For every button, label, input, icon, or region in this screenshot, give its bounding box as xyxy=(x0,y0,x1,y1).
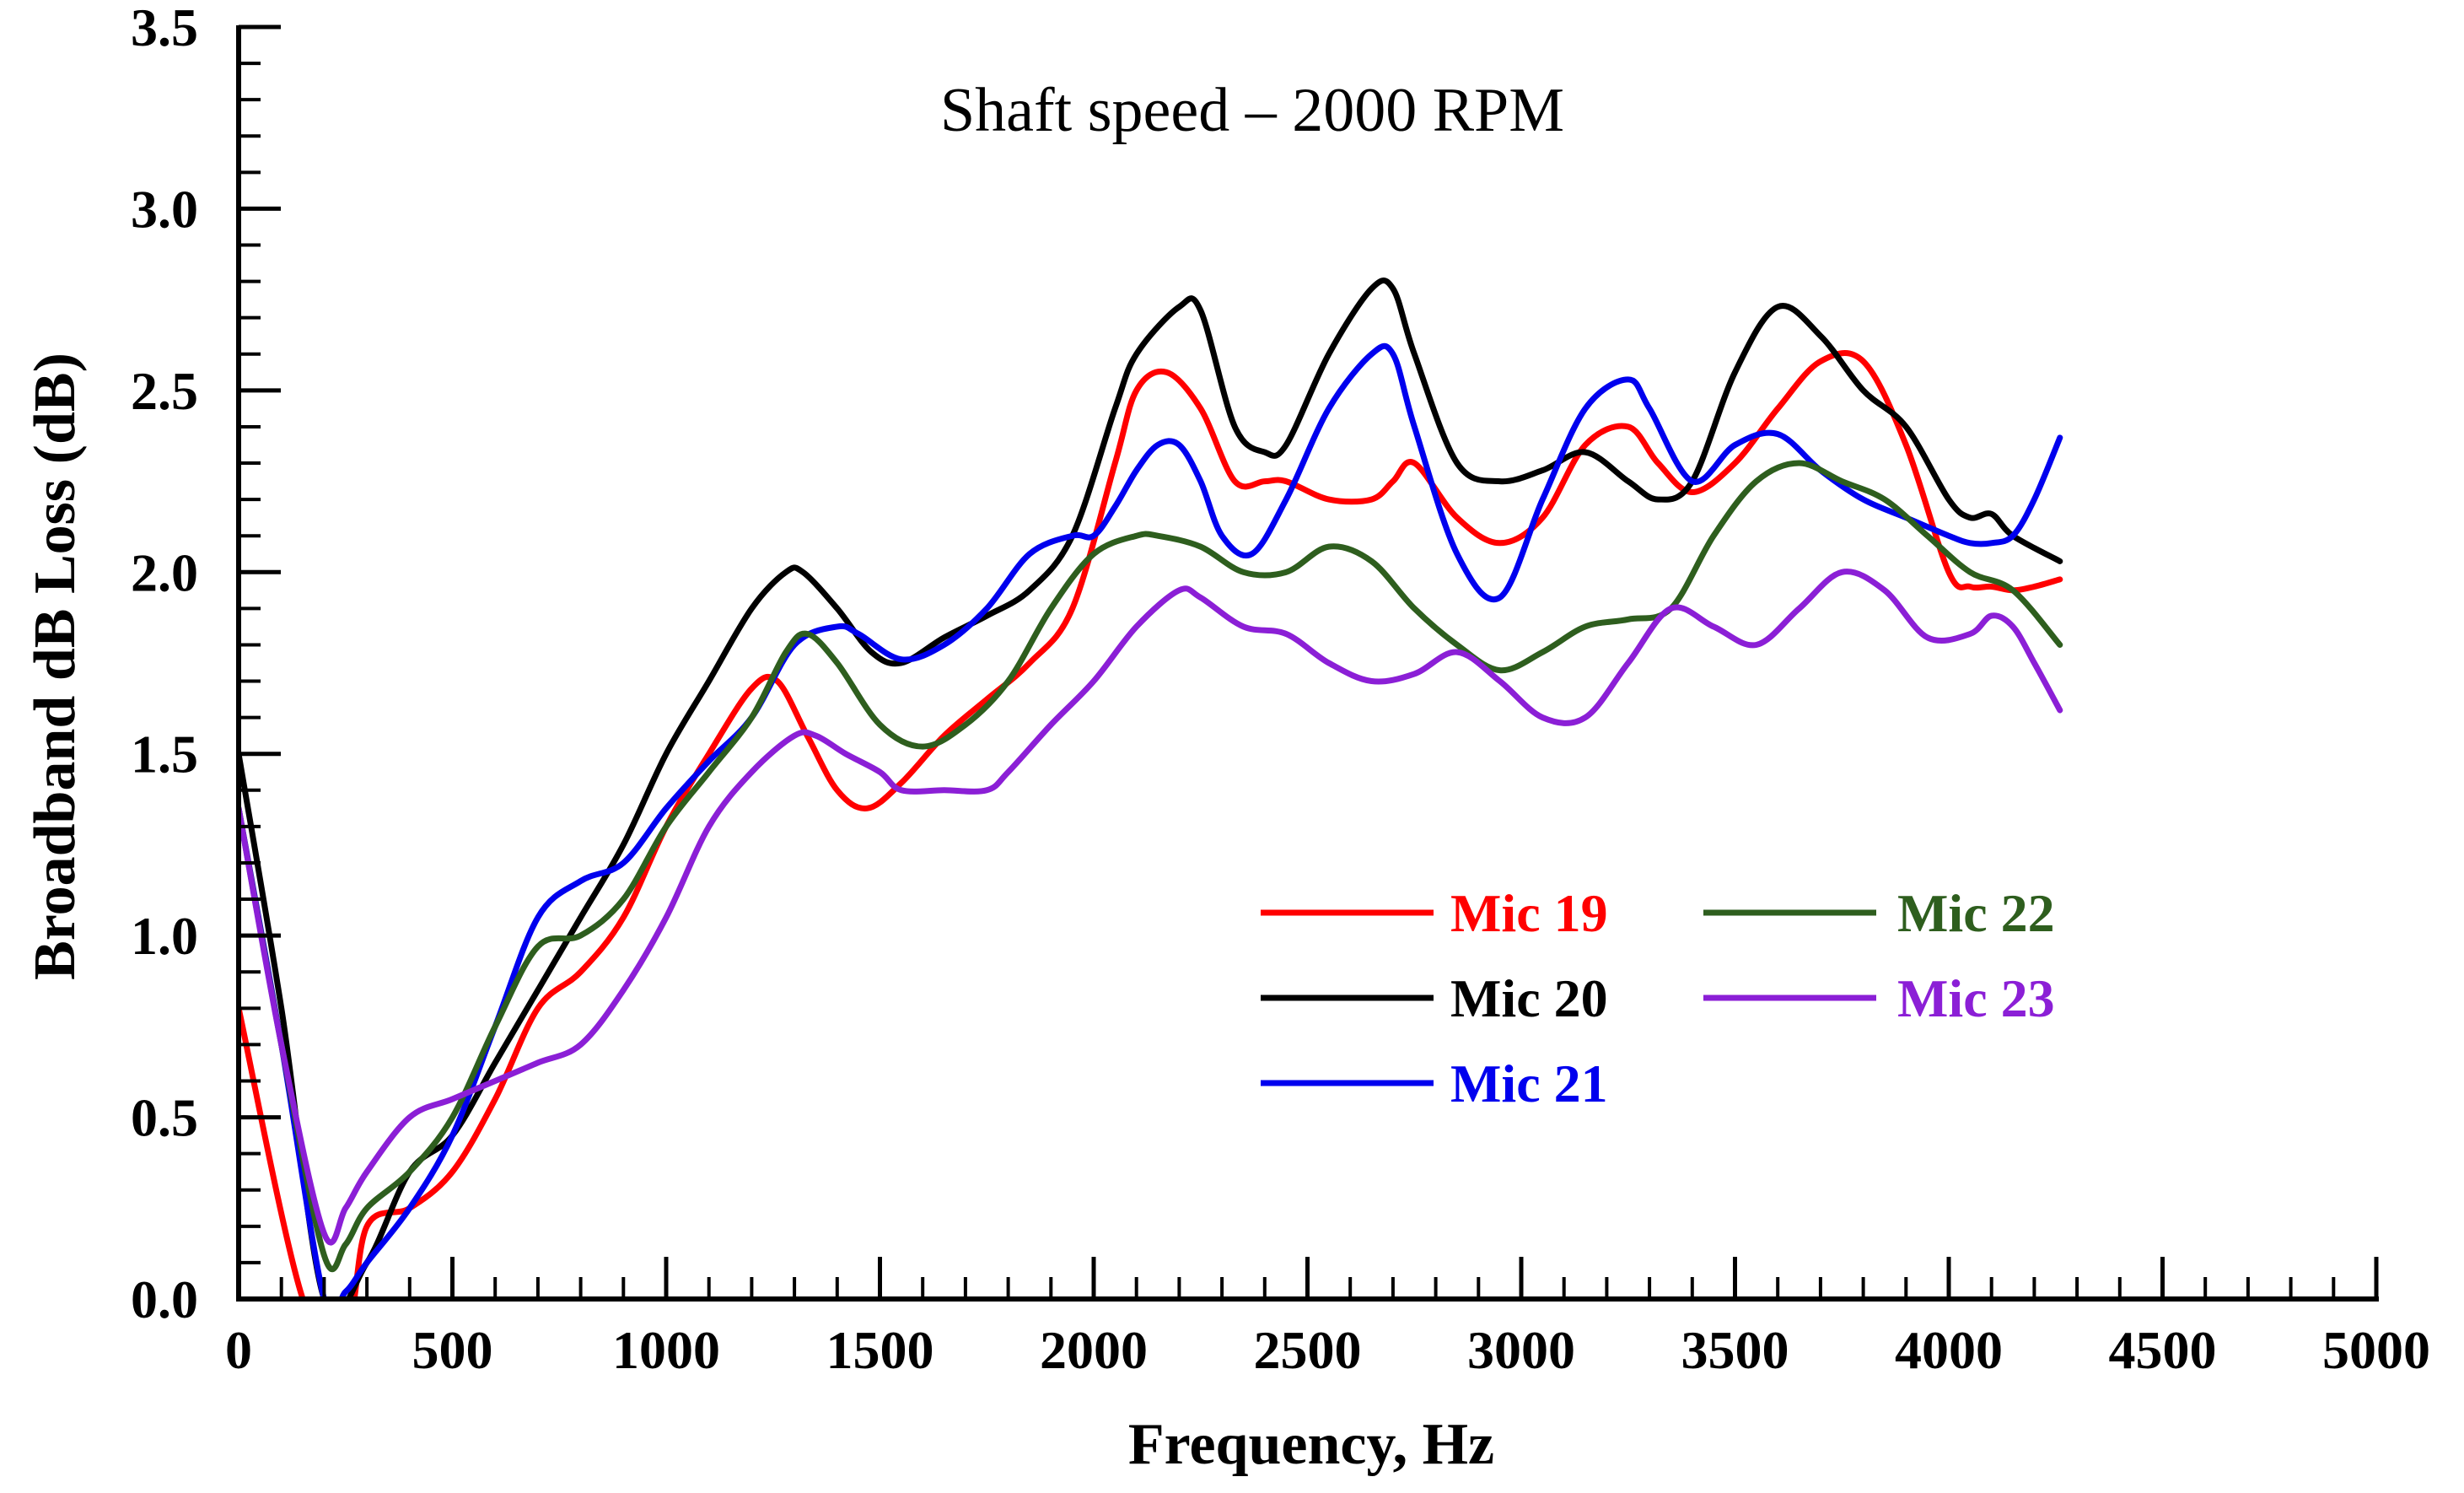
x-tick-label: 5000 xyxy=(2322,1320,2430,1380)
y-tick-label: 3.0 xyxy=(131,179,198,239)
series-line-mic-21 xyxy=(239,342,2063,1299)
legend-entry-mic-22: Mic 22 xyxy=(1703,883,2055,943)
legend-label: Mic 20 xyxy=(1450,968,1608,1028)
x-tick-label: 1500 xyxy=(826,1320,934,1380)
series-line-mic-20 xyxy=(239,278,2063,1299)
y-tick-label: 1.0 xyxy=(131,906,198,966)
series-line-mic-19 xyxy=(239,350,2063,1299)
x-tick-label: 3000 xyxy=(1467,1320,1575,1380)
plot-area xyxy=(239,278,2063,1299)
legend-entry-mic-23: Mic 23 xyxy=(1703,968,2055,1028)
axes xyxy=(236,24,2379,1302)
y-tick-label: 2.5 xyxy=(131,361,198,421)
y-tick-label: 0.5 xyxy=(131,1088,198,1148)
y-axis-title: Broadband dB Loss (dB) xyxy=(23,353,88,980)
x-tick-label: 4000 xyxy=(1895,1320,2003,1380)
legend-label: Mic 23 xyxy=(1897,968,2055,1028)
y-tick-label: 2.0 xyxy=(131,542,198,602)
tick-labels: 0 500 1000 1500 2000 2500 3000 3500 4000 4500 5000… xyxy=(131,0,2430,1380)
x-tick-label: 3500 xyxy=(1681,1320,1789,1380)
x-tick-label: 2500 xyxy=(1254,1320,1362,1380)
legend-label: Mic 19 xyxy=(1450,883,1608,943)
x-tick-label: 500 xyxy=(412,1320,493,1380)
x-axis-title: Frequency, Hz xyxy=(1128,1412,1494,1477)
x-tick-label: 0 xyxy=(225,1320,252,1380)
series-line-mic-22 xyxy=(239,460,2063,1273)
x-tick-label: 4500 xyxy=(2109,1320,2217,1380)
legend-entry-mic-21: Mic 21 xyxy=(1261,1054,1608,1113)
x-tick-label: 1000 xyxy=(612,1320,720,1380)
series-line-mic-23 xyxy=(239,569,2063,1246)
y-tick-label: 1.5 xyxy=(131,725,198,784)
y-tick-label: 3.5 xyxy=(131,0,198,57)
y-tick-label: 0.0 xyxy=(131,1269,198,1329)
legend-entry-mic-19: Mic 19 xyxy=(1261,883,1608,943)
legend-label: Mic 22 xyxy=(1897,883,2055,943)
legend-entry-mic-20: Mic 20 xyxy=(1261,968,1608,1028)
chart-title: Shaft speed – 2000 RPM xyxy=(940,76,1564,145)
legend-label: Mic 21 xyxy=(1450,1054,1608,1113)
x-tick-label: 2000 xyxy=(1040,1320,1148,1380)
legend: Mic 19 Mic 20 Mic 21 Mic 22 Mic 23 xyxy=(1261,883,2055,1113)
